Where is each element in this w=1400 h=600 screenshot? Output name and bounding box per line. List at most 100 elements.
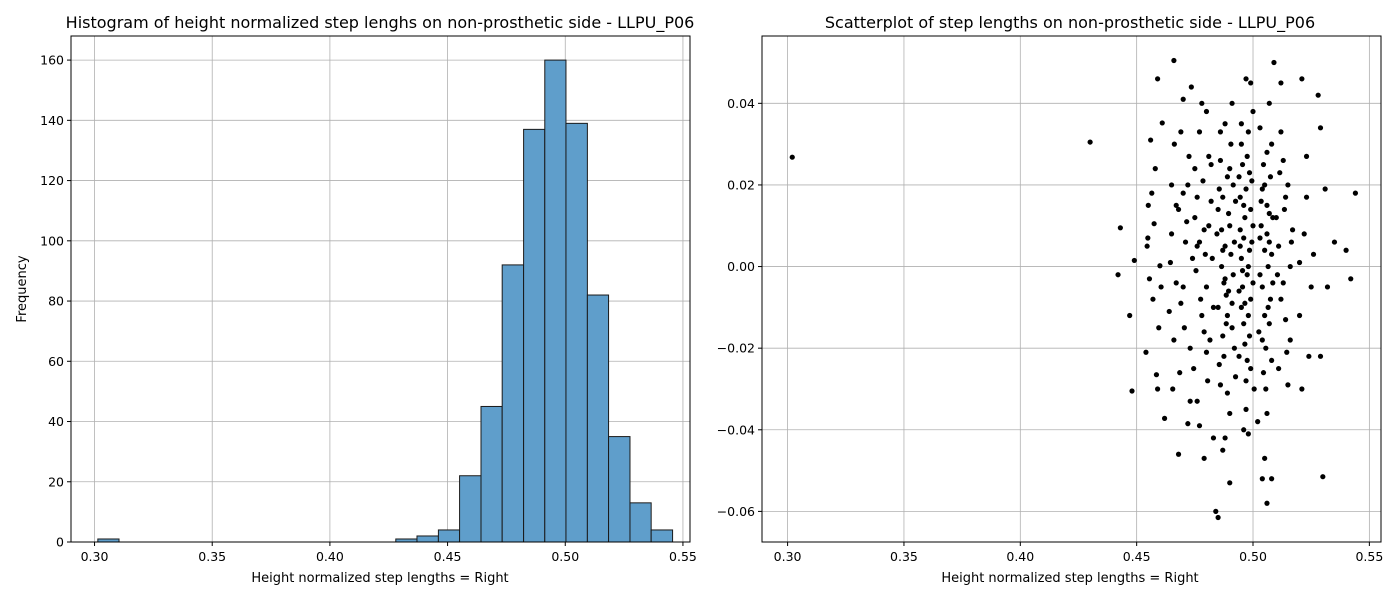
scatter-point [1220,333,1226,339]
histogram-x-tick-label: 0.50 [551,549,579,564]
scatter-point [1144,243,1150,249]
scatter-point [1166,308,1172,315]
scatter-point [1217,382,1224,388]
scatter-point [1157,263,1163,269]
scatter-point [1303,194,1310,200]
scatter-point [1192,214,1198,221]
scatter-point [1239,284,1246,290]
scatter-point [1258,223,1264,229]
scatter-point [1220,194,1226,200]
histogram-bar [459,475,482,543]
scatter-point [1266,100,1272,106]
scatter-point [1228,141,1234,147]
scatter-point [1262,247,1268,253]
scatter-point [1151,221,1157,227]
scatter-point [1243,186,1249,192]
scatter-point [1149,190,1155,196]
histogram-bar [416,535,439,543]
scatter-point [1196,239,1203,245]
scatter-point [1231,239,1237,245]
scatter-point [1227,223,1233,229]
scatter-x-tick-label: 0.40 [1006,549,1034,564]
histogram-y-tick-label: 80 [48,294,64,309]
scatter-point [1171,57,1177,64]
scatter-point [1256,329,1262,335]
scatter-point [1245,431,1251,437]
histogram-bar [650,529,674,543]
scatter-point [1171,337,1177,343]
histogram-y-ticks: 0 20 40 60 80 100 120 140 160 [40,53,71,550]
scatter-point [1237,227,1243,233]
scatter-point [1145,202,1151,208]
scatter-point [1285,382,1291,388]
scatter-point [1287,337,1293,343]
scatter-point [1227,410,1233,417]
scatter-point [1288,239,1295,245]
scatter-point [1191,365,1197,372]
scatter-point [1244,153,1250,159]
scatter-point [1199,100,1205,106]
scatter-point [1203,108,1210,115]
scatter-point [1273,214,1279,221]
scatter-point [1267,296,1274,302]
scatter-point [1143,349,1149,355]
scatter-point [1269,476,1275,482]
scatter-point [1244,272,1250,278]
scatter-point [1229,300,1235,306]
scatter-point [1251,386,1257,392]
scatter-point [1242,214,1248,221]
scatter-point [1280,280,1286,286]
scatter-point [1180,190,1186,196]
scatter-point [1269,357,1275,364]
scatter-point [1224,390,1231,396]
scatter-point [1260,370,1267,376]
scatter-point [1153,372,1160,378]
scatter-point [1177,370,1183,376]
scatter-gridlines [762,36,1381,542]
scatter-point [1264,500,1270,506]
scatter-point [1285,182,1291,188]
scatter-point [1324,284,1331,290]
scatter-point [1243,76,1249,82]
histogram-title: Histogram of height normalized step leng… [66,13,695,33]
scatter-point [1238,141,1244,147]
histogram-axes-frame [70,35,691,543]
scatter-axes-frame [761,35,1382,543]
scatter-point [1281,206,1288,213]
scatter-point [1198,296,1204,302]
scatter-point [1217,157,1224,164]
scatter-y-tick-label: 0.00 [727,259,755,274]
scatter-point [1208,198,1214,204]
scatter-point [1242,300,1248,306]
scatter-point [1167,259,1174,266]
scatter-point [1178,129,1184,135]
scatter-point [1186,153,1192,159]
scatter-point [1117,225,1123,231]
scatter-point [1269,141,1275,147]
scatter-point [1248,296,1254,302]
scatter-point [1175,451,1182,457]
scatter-point [1187,398,1193,404]
scatter-point [1260,161,1267,168]
scatter-point [1299,76,1305,82]
histogram-bar [586,294,610,543]
scatter-point [1246,247,1253,253]
scatter-point [1266,239,1272,245]
scatter-point [1317,125,1324,131]
scatter-point [1222,276,1228,282]
scatter-point [1266,321,1272,327]
scatter-point [1230,272,1236,278]
scatter-point [1194,243,1200,249]
scatter-point [789,154,795,160]
scatter-point [1248,206,1254,213]
scatter-point [1131,257,1137,264]
scatter-point [1194,398,1200,404]
scatter-point [1239,268,1246,274]
scatter-y-ticks: −0.06 −0.04 −0.02 0.00 0.02 0.04 [717,96,762,519]
scatter-point [1308,284,1314,290]
scatter-point [1241,321,1247,327]
scatter-x-tick-label: 0.30 [774,549,802,564]
scatter-point [1262,312,1268,319]
histogram-panel: 0.30 0.35 0.40 0.45 0.50 0.55 0 20 40 60 80 100 120… [15,13,697,586]
